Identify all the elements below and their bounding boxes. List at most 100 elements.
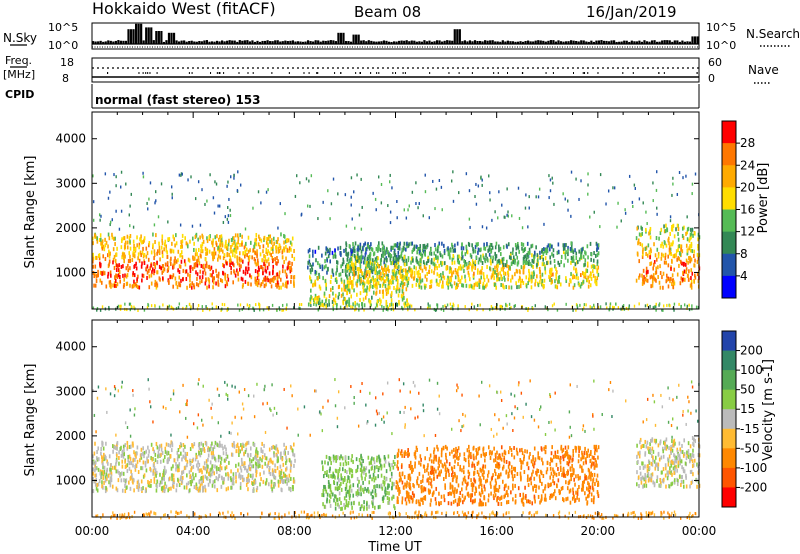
data-cell (286, 266, 289, 271)
data-cell (356, 258, 359, 263)
data-cell (222, 451, 225, 456)
data-cell (105, 284, 108, 289)
data-cell (241, 460, 243, 465)
data-cell (482, 308, 484, 312)
nsky-bar (673, 40, 676, 44)
nsky-bar (443, 40, 446, 44)
nsearch-label: N.Search (746, 27, 800, 41)
data-cell (399, 283, 402, 288)
data-cell (92, 241, 94, 246)
data-cell (158, 241, 160, 246)
data-cell (103, 465, 106, 470)
data-cell (211, 240, 213, 245)
data-cell (189, 278, 191, 283)
data-cell (433, 262, 436, 267)
data-cell (343, 248, 345, 253)
data-cell (165, 248, 168, 253)
data-cell (274, 257, 276, 262)
data-cell (346, 290, 349, 295)
data-cell (318, 272, 320, 277)
nsky-bar (180, 40, 183, 44)
data-cell (242, 463, 245, 468)
data-cell (154, 240, 156, 245)
data-cell (112, 449, 114, 454)
data-cell (269, 239, 271, 244)
power-colorbar-label: Power [dB] (756, 163, 771, 234)
data-cell (262, 479, 265, 484)
data-cell (217, 458, 220, 463)
data-cell (617, 201, 619, 205)
data-cell (354, 300, 356, 305)
nsky-bar (628, 41, 631, 44)
data-cell (368, 504, 370, 509)
data-cell (193, 247, 195, 252)
data-cell (155, 441, 158, 446)
data-cell (476, 270, 479, 275)
data-cell (178, 462, 181, 467)
data-cell (528, 271, 531, 276)
data-cell (419, 247, 421, 252)
data-cell (459, 280, 461, 285)
data-cell (690, 241, 693, 246)
data-cell (340, 279, 343, 284)
data-cell (334, 278, 337, 283)
data-cell (109, 280, 111, 285)
data-cell (200, 441, 203, 446)
data-cell (278, 270, 281, 275)
data-cell (257, 272, 260, 277)
data-cell (237, 170, 239, 174)
data-cell (363, 260, 366, 265)
data-cell (203, 466, 206, 471)
data-cell (662, 271, 665, 276)
data-cell (658, 302, 661, 306)
data-cell (368, 264, 371, 269)
data-cell (541, 262, 544, 267)
data-cell (504, 263, 507, 268)
data-cell (254, 279, 257, 284)
data-cell (236, 255, 238, 260)
data-cell (356, 251, 359, 256)
nsky-bar (413, 40, 416, 44)
nsky-bar (324, 40, 327, 44)
nsky-bar (208, 41, 211, 44)
data-cell (567, 252, 569, 257)
data-cell (686, 304, 688, 308)
data-cell (147, 459, 149, 464)
data-cell (167, 220, 169, 224)
data-cell (154, 472, 157, 477)
data-cell (314, 293, 317, 298)
data-cell (645, 273, 648, 278)
data-cell (336, 469, 338, 474)
data-cell (494, 269, 496, 274)
data-cell (688, 238, 691, 243)
data-cell (130, 469, 132, 474)
data-cell (559, 282, 562, 287)
velocity-scatter (92, 378, 701, 520)
data-cell (569, 246, 572, 251)
nsky-bar (145, 27, 148, 44)
data-cell (638, 273, 641, 278)
data-cell (143, 238, 145, 243)
data-cell (392, 275, 395, 280)
data-cell (186, 285, 188, 290)
data-cell (282, 308, 285, 312)
data-cell (656, 170, 658, 174)
data-cell (382, 270, 385, 275)
data-cell (200, 450, 203, 455)
data-cell (592, 258, 595, 263)
data-cell (181, 233, 184, 238)
data-cell (113, 254, 116, 259)
data-cell (374, 491, 377, 496)
data-cell (105, 441, 107, 446)
data-cell (412, 258, 414, 263)
data-cell (157, 215, 160, 219)
data-cell (192, 464, 195, 469)
data-cell (536, 262, 538, 267)
data-cell (166, 450, 169, 455)
data-cell (394, 462, 396, 467)
data-cell (310, 279, 313, 284)
data-cell (365, 472, 367, 477)
data-cell (358, 308, 360, 312)
data-cell (133, 450, 135, 455)
data-cell (556, 308, 559, 312)
